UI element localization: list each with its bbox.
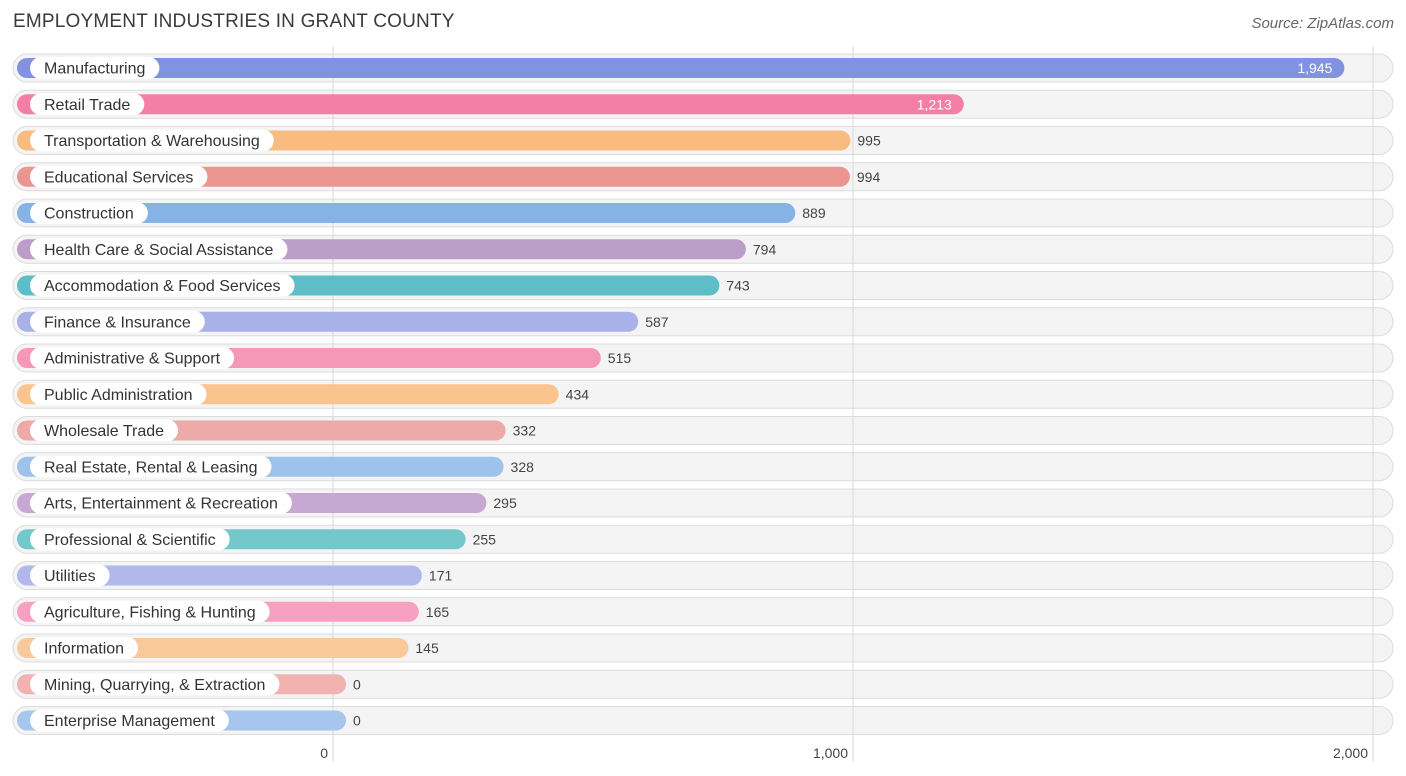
bar-manufacturing xyxy=(17,58,1345,78)
value-label-utilities: 171 xyxy=(429,568,453,584)
category-label-pill xyxy=(30,310,205,333)
value-label-manufacturing: 1,945 xyxy=(1297,60,1332,76)
value-label-mining-quarrying-extraction: 0 xyxy=(353,676,361,692)
category-label-pill xyxy=(30,528,230,551)
x-tick-label-1: 1,000 xyxy=(813,745,848,761)
category-label-wholesale-trade: Wholesale Trade xyxy=(44,423,164,440)
category-label-accommodation-food-services: Accommodation & Food Services xyxy=(44,278,281,295)
category-label-pill xyxy=(30,455,272,478)
category-label-pill xyxy=(30,93,145,116)
value-label-arts-entertainment-recreation: 295 xyxy=(493,495,517,511)
category-label-transportation-warehousing: Transportation & Warehousing xyxy=(44,133,260,150)
bar-group-transportation-warehousing: Transportation & Warehousing 995 xyxy=(17,129,881,152)
bar-educational-services xyxy=(17,166,850,187)
bar-group-retail-trade: Retail Trade 1,213 xyxy=(17,93,964,116)
row-bg-mining-quarrying-extraction xyxy=(12,669,1394,699)
category-label-pill xyxy=(30,129,274,152)
value-label-wholesale-trade: 332 xyxy=(513,423,537,439)
value-label-information: 145 xyxy=(415,640,439,656)
value-label-health-care-social-assistance: 794 xyxy=(753,241,777,257)
category-label-finance-insurance: Finance & Insurance xyxy=(44,314,191,331)
category-label-pill xyxy=(30,564,110,587)
bar-group-educational-services: Educational Services 994 xyxy=(17,165,881,188)
bar-group-information: Information 145 xyxy=(17,637,439,659)
category-label-pill xyxy=(30,600,270,623)
category-label-mining-quarrying-extraction: Mining, Quarrying, & Extraction xyxy=(44,677,265,694)
value-label-retail-trade: 1,213 xyxy=(917,96,952,112)
bar-group-finance-insurance: Finance & Insurance 587 xyxy=(17,310,669,333)
category-label-agriculture-fishing-hunting: Agriculture, Fishing & Hunting xyxy=(44,604,256,621)
bar-group-utilities: Utilities 171 xyxy=(17,564,453,587)
row-bg-enterprise-management xyxy=(12,706,1394,735)
category-label-construction: Construction xyxy=(44,206,134,223)
category-label-pill xyxy=(30,347,235,369)
category-label-pill xyxy=(30,709,229,732)
value-label-educational-services: 994 xyxy=(857,169,881,185)
bar-group-health-care-social-assistance: Health Care & Social Assistance 794 xyxy=(17,238,777,261)
category-label-public-administration: Public Administration xyxy=(44,387,193,404)
category-label-pill xyxy=(30,383,207,406)
category-label-retail-trade: Retail Trade xyxy=(44,97,130,114)
category-label-pill xyxy=(30,274,295,297)
category-label-pill xyxy=(30,57,160,79)
bar-group-public-administration: Public Administration 434 xyxy=(17,383,590,406)
bar-group-arts-entertainment-recreation: Arts, Entertainment & Recreation 295 xyxy=(17,492,517,514)
category-label-enterprise-management: Enterprise Management xyxy=(44,713,215,730)
bar-retail-trade xyxy=(17,94,964,115)
bar-group-administrative-support: Administrative & Support 515 xyxy=(17,347,631,369)
value-label-transportation-warehousing: 995 xyxy=(857,133,881,149)
category-label-health-care-social-assistance: Health Care & Social Assistance xyxy=(44,242,274,259)
value-label-public-administration: 434 xyxy=(566,386,590,402)
value-label-administrative-support: 515 xyxy=(608,350,632,366)
category-label-real-estate-rental-leasing: Real Estate, Rental & Leasing xyxy=(44,459,257,476)
value-label-finance-insurance: 587 xyxy=(645,314,669,330)
category-label-pill xyxy=(30,238,288,261)
category-label-pill xyxy=(30,165,208,188)
bar-group-construction: Construction 889 xyxy=(17,202,826,224)
bar-group-real-estate-rental-leasing: Real Estate, Rental & Leasing 328 xyxy=(17,455,535,478)
value-label-construction: 889 xyxy=(802,205,826,221)
category-label-pill xyxy=(30,202,148,224)
bar-group-professional-scientific: Professional & Scientific 255 xyxy=(17,528,497,551)
category-label-pill xyxy=(30,673,280,696)
category-label-pill xyxy=(30,492,292,514)
category-label-arts-entertainment-recreation: Arts, Entertainment & Recreation xyxy=(44,496,278,513)
chart-source: Source: ZipAtlas.com xyxy=(1251,15,1394,32)
bar-utilities xyxy=(17,565,422,586)
category-label-manufacturing: Manufacturing xyxy=(44,61,145,78)
bars: Manufacturing 1,945 Retail Trade 1,213 Trans… xyxy=(17,57,1345,732)
bar-group-enterprise-management: Enterprise Management 0 xyxy=(17,709,361,732)
value-label-enterprise-management: 0 xyxy=(353,713,361,729)
x-axis-ticks: 0 1,000 2,000 xyxy=(320,745,1368,761)
value-label-agriculture-fishing-hunting: 165 xyxy=(426,604,450,620)
category-label-information: Information xyxy=(44,641,124,658)
category-label-utilities: Utilities xyxy=(44,568,96,585)
x-tick-label-2: 2,000 xyxy=(1333,745,1368,761)
value-label-real-estate-rental-leasing: 328 xyxy=(511,459,535,475)
bar-group-agriculture-fishing-hunting: Agriculture, Fishing & Hunting 165 xyxy=(17,600,450,623)
bar-group-accommodation-food-services: Accommodation & Food Services 743 xyxy=(17,274,750,297)
x-tick-label-0: 0 xyxy=(320,745,328,761)
category-label-pill xyxy=(30,637,139,659)
category-label-pill xyxy=(30,419,179,442)
bar-group-mining-quarrying-extraction: Mining, Quarrying, & Extraction 0 xyxy=(17,673,361,696)
category-label-professional-scientific: Professional & Scientific xyxy=(44,532,216,549)
value-label-accommodation-food-services: 743 xyxy=(726,278,750,294)
category-label-administrative-support: Administrative & Support xyxy=(44,351,221,368)
chart-title: EMPLOYMENT INDUSTRIES IN GRANT COUNTY xyxy=(13,11,455,32)
bar-construction xyxy=(17,203,796,223)
bar-group-manufacturing: Manufacturing 1,945 xyxy=(17,57,1345,79)
category-label-educational-services: Educational Services xyxy=(44,169,193,186)
bar-group-wholesale-trade: Wholesale Trade 332 xyxy=(17,419,537,442)
value-label-professional-scientific: 255 xyxy=(473,531,497,547)
